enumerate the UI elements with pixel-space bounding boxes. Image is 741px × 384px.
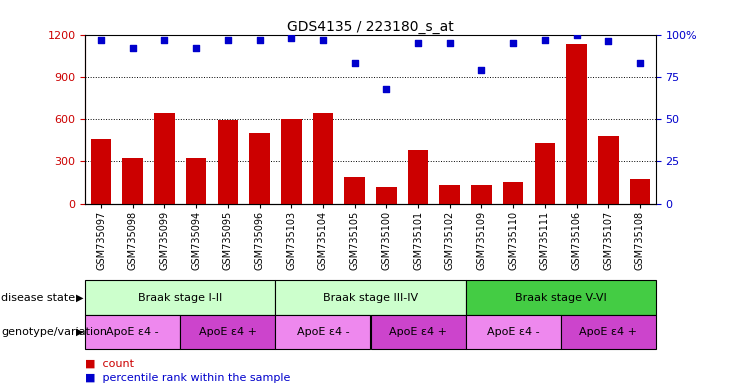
Point	[634, 60, 646, 66]
Bar	[281, 119, 302, 204]
Bar	[566, 45, 587, 204]
Bar	[465, 315, 561, 349]
Bar	[85, 315, 180, 349]
Point	[507, 40, 519, 46]
Text: Braak stage I-II: Braak stage I-II	[138, 293, 222, 303]
Point	[190, 45, 202, 51]
Bar	[85, 280, 276, 315]
Point	[444, 40, 456, 46]
Point	[285, 35, 297, 41]
Bar	[276, 315, 370, 349]
Bar	[408, 150, 428, 204]
Point	[571, 31, 582, 38]
Point	[539, 36, 551, 43]
Text: ApoE ε4 +: ApoE ε4 +	[389, 327, 447, 337]
Text: ApoE ε4 -: ApoE ε4 -	[296, 327, 349, 337]
Text: ■  percentile rank within the sample: ■ percentile rank within the sample	[85, 373, 290, 383]
Point	[380, 86, 392, 92]
Bar	[249, 133, 270, 204]
Point	[253, 36, 265, 43]
Point	[602, 38, 614, 45]
Bar	[471, 185, 492, 204]
Bar	[598, 136, 619, 204]
Bar	[90, 139, 111, 204]
Point	[95, 36, 107, 43]
Text: ApoE ε4 +: ApoE ε4 +	[199, 327, 257, 337]
Bar	[218, 121, 238, 204]
Text: ApoE ε4 -: ApoE ε4 -	[487, 327, 539, 337]
Text: ▶: ▶	[76, 293, 84, 303]
Bar	[186, 159, 207, 204]
Bar	[534, 143, 555, 204]
Bar	[180, 315, 276, 349]
Bar	[561, 315, 656, 349]
Text: disease state: disease state	[1, 293, 76, 303]
Text: ApoE ε4 -: ApoE ε4 -	[107, 327, 159, 337]
Bar	[439, 185, 460, 204]
Text: ApoE ε4 +: ApoE ε4 +	[579, 327, 637, 337]
Point	[222, 36, 233, 43]
Bar	[122, 159, 143, 204]
Bar	[154, 113, 175, 204]
Point	[127, 45, 139, 51]
Text: ■  count: ■ count	[85, 358, 134, 368]
Bar	[630, 179, 651, 204]
Bar	[313, 113, 333, 204]
Text: Braak stage III-IV: Braak stage III-IV	[323, 293, 418, 303]
Bar	[276, 280, 465, 315]
Point	[412, 40, 424, 46]
Title: GDS4135 / 223180_s_at: GDS4135 / 223180_s_at	[287, 20, 454, 33]
Point	[159, 36, 170, 43]
Bar	[345, 177, 365, 204]
Point	[476, 67, 488, 73]
Bar	[503, 182, 523, 204]
Text: Braak stage V-VI: Braak stage V-VI	[515, 293, 607, 303]
Bar	[370, 315, 465, 349]
Text: genotype/variation: genotype/variation	[1, 327, 107, 337]
Text: ▶: ▶	[76, 327, 84, 337]
Point	[349, 60, 361, 66]
Bar	[376, 187, 396, 204]
Point	[317, 36, 329, 43]
Bar	[465, 280, 656, 315]
